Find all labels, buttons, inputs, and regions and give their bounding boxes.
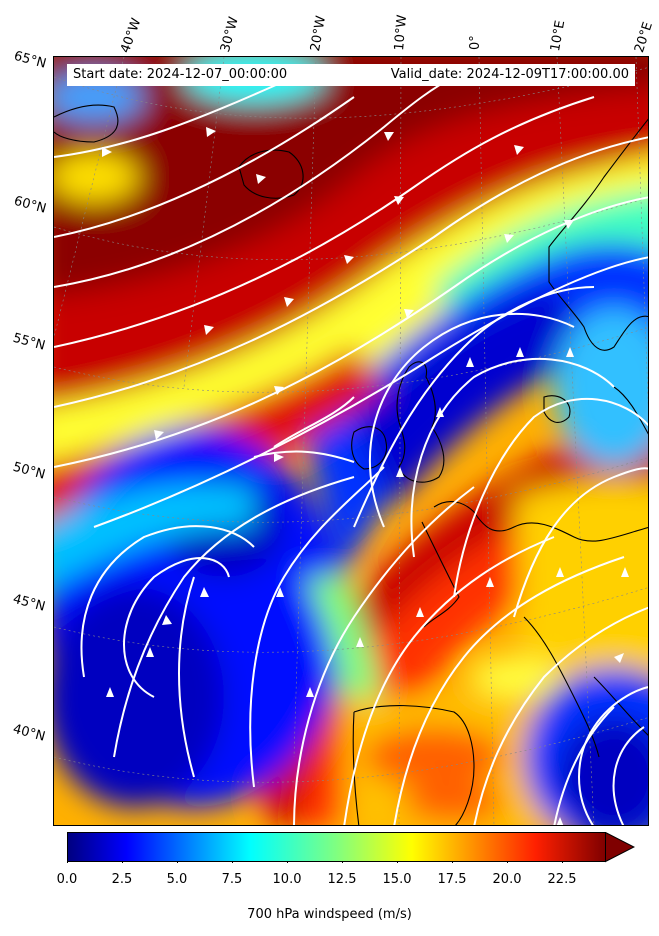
- date-info-box: Start date: 2024-12-07_00:00:00 Valid_da…: [67, 64, 635, 86]
- graticule-lines: [54, 57, 648, 825]
- colorbar-ticks: [67, 861, 563, 863]
- colorbar-tick-label: 2.5: [111, 872, 133, 887]
- colorbar-tick-label: 0.0: [56, 872, 78, 887]
- lon-label-10w: 10°W: [392, 14, 411, 52]
- colorbar-extend-arrow: [605, 832, 635, 863]
- start-date-label: Start date: 2024-12-07_00:00:00: [73, 67, 288, 82]
- colorbar-tick-label: 22.5: [547, 872, 577, 887]
- valid-date-label: Valid_date: 2024-12-09T17:00:00.00: [390, 67, 629, 82]
- colorbar-tick-label: 15.0: [382, 872, 412, 887]
- colorbar-tick-label: 7.5: [221, 872, 243, 887]
- lat-label-65n: 65°N: [12, 48, 48, 72]
- lat-label-45n: 45°N: [11, 591, 47, 615]
- colorbar-tick-label: 5.0: [166, 872, 188, 887]
- lat-label-55n: 55°N: [11, 330, 47, 354]
- coastlines: [54, 104, 648, 825]
- lon-label-40w: 40°W: [118, 16, 145, 56]
- lon-label-20w: 20°W: [308, 14, 330, 53]
- colorbar: [67, 832, 635, 863]
- windspeed-field: [54, 57, 648, 825]
- lat-label-60n: 60°N: [12, 193, 48, 217]
- lat-label-50n: 50°N: [11, 459, 47, 483]
- lon-label-20e: 20°E: [632, 20, 656, 55]
- colorbar-tick-label: 12.5: [327, 872, 357, 887]
- map-panel: [53, 56, 649, 826]
- colorbar-gradient: [67, 832, 606, 862]
- colorbar-tick-label: 10.0: [272, 872, 302, 887]
- colorbar-label: 700 hPa windspeed (m/s): [247, 907, 412, 922]
- lat-label-40n: 40°N: [11, 721, 47, 745]
- colorbar-tick-label: 20.0: [492, 872, 522, 887]
- windspeed-shading: [54, 57, 648, 825]
- streamline-arrows: [102, 127, 629, 825]
- colorbar-tick-label: 17.5: [437, 872, 467, 887]
- lon-label-0: 0°: [468, 35, 483, 50]
- lon-label-30w: 30°W: [218, 15, 242, 54]
- lon-label-10e: 10°E: [548, 19, 569, 53]
- streamlines: [54, 76, 648, 825]
